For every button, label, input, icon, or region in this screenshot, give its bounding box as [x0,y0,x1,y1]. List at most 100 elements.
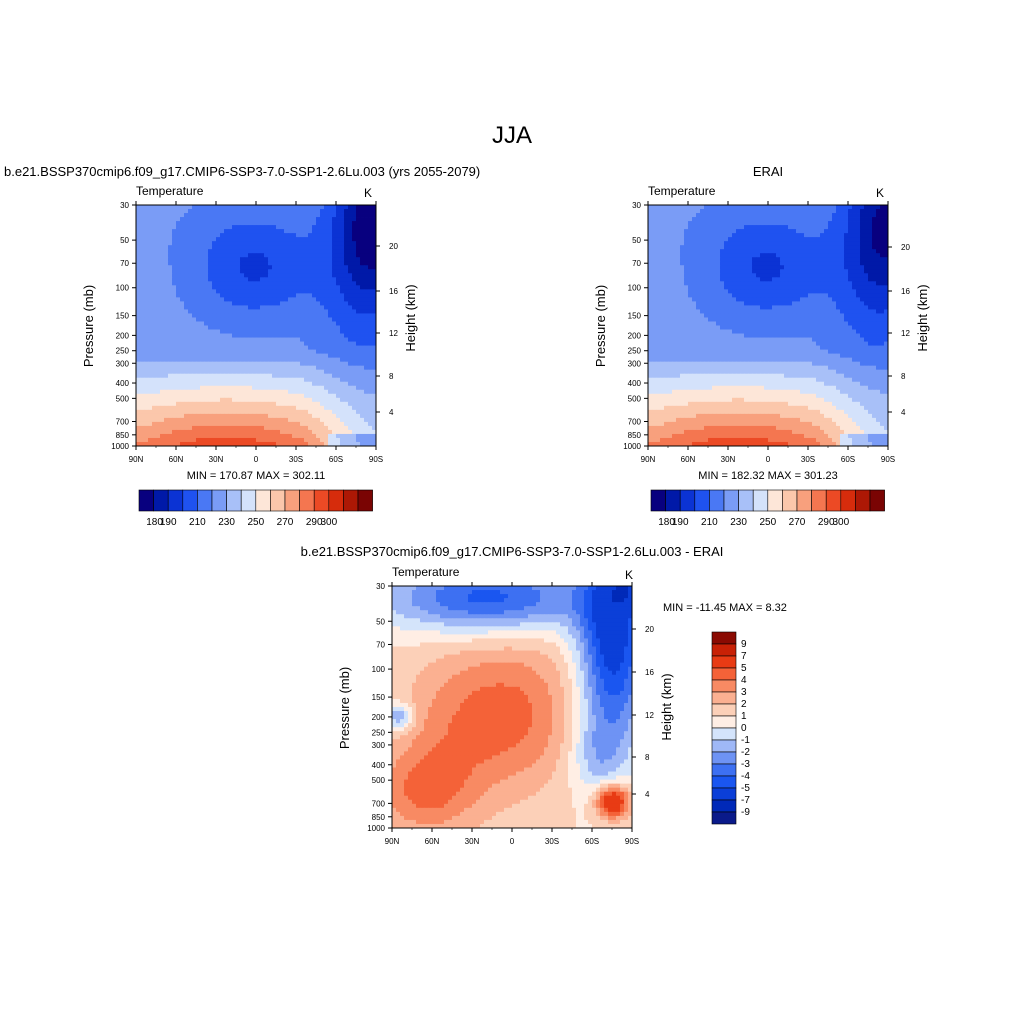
field-cell [800,257,805,262]
field-cell [308,293,313,298]
field-cell [156,361,161,367]
field-cell [836,213,841,218]
field-cell [192,345,197,350]
field-cell [148,401,153,407]
field-cell [296,229,301,234]
field-cell [264,217,269,222]
field-cell [872,213,877,218]
field-cell [372,269,377,274]
field-cell [236,305,241,310]
field-cell [664,273,669,278]
field-cell [232,437,237,443]
field-cell [328,317,333,322]
field-cell [144,369,149,375]
field-cell [336,293,341,298]
field-cell [196,305,201,310]
field-cell [780,249,785,254]
field-cell [212,385,217,391]
field-cell [312,373,317,379]
field-cell [340,237,345,242]
field-cell [876,253,881,258]
field-cell [792,277,797,282]
field-cell [656,289,661,294]
field-cell [808,237,813,242]
field-cell [360,349,365,355]
field-cell [256,269,261,274]
field-cell [696,233,701,238]
field-cell [340,301,345,306]
field-cell [168,373,173,379]
field-cell [656,265,661,270]
field-cell [264,429,269,435]
field-cell [248,289,253,294]
field-cell [184,281,189,286]
field-cell [364,261,369,266]
field-cell [368,205,373,210]
field-cell [772,253,777,258]
field-cell [308,229,313,234]
field-cell [712,257,717,262]
field-cell [240,437,245,443]
field-cell [280,237,285,242]
field-cell [268,253,273,258]
field-cell [344,281,349,286]
field-cell [364,433,369,439]
field-cell [292,261,297,266]
field-cell [252,405,257,411]
field-cell [336,409,341,415]
field-cell [284,361,289,367]
colorbar-box [343,489,359,512]
field-cell [232,301,237,306]
field-cell [172,265,177,270]
field-cell [228,285,233,290]
field-cell [352,385,357,391]
field-cell [264,213,269,218]
field-cell [236,249,241,254]
field-cell [156,329,161,334]
field-cell [724,277,729,282]
field-cell [776,245,781,250]
field-cell [204,345,209,350]
field-cell [288,373,293,379]
field-cell [748,289,753,294]
field-cell [196,361,201,367]
field-cell [752,289,757,294]
field-cell [328,217,333,222]
field-cell [136,313,141,318]
field-cell [288,301,293,306]
field-cell [300,365,305,371]
field-cell [344,309,349,314]
field-cell [152,389,157,395]
field-cell [264,409,269,415]
field-cell [164,441,169,447]
field-cell [332,313,337,318]
field-cell [848,241,853,246]
field-cell [696,253,701,258]
field-cell [200,213,205,218]
field-cell [196,425,201,431]
field-cell [344,205,349,210]
field-cell [676,285,681,290]
field-cell [160,209,165,214]
field-cell [252,249,257,254]
field-cell [744,225,749,230]
field-cell [372,277,377,282]
field-cell [372,429,377,435]
field-cell [148,425,153,431]
field-cell [160,333,165,338]
field-cell [344,253,349,258]
field-cell [316,369,321,375]
field-cell [316,265,321,270]
field-cell [200,441,205,447]
field-cell [368,357,373,363]
field-cell [204,229,209,234]
field-cell [276,293,281,298]
field-cell [288,441,293,447]
field-cell [652,225,657,230]
field-cell [136,277,141,282]
field-cell [848,221,853,226]
field-cell [176,401,181,407]
field-cell [160,317,165,322]
field-cell [328,441,333,447]
field-cell [220,345,225,350]
